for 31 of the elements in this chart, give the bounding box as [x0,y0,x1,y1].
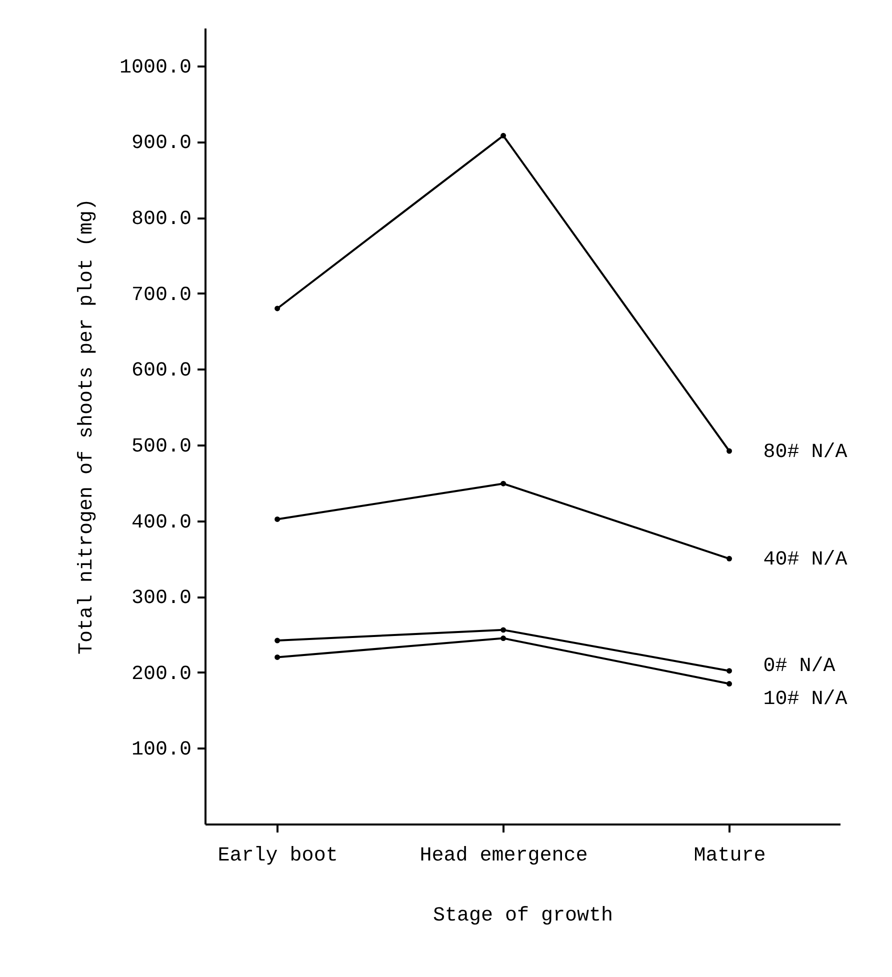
series-label: 80# N/A [763,441,848,464]
point [274,306,280,312]
series-label: 40# N/A [763,548,848,572]
point [274,638,280,644]
x-tick-label: Early boot [218,844,338,868]
y-tick-label: 800.0 [131,208,192,232]
point [500,627,506,633]
point [274,516,280,522]
point [500,636,506,641]
y-tick-label: 1000.0 [119,56,192,80]
y-tick-label: 400.0 [131,511,192,534]
y-tick-label: 100.0 [131,738,192,762]
point [274,654,280,660]
series-label: 0# N/A [763,654,836,678]
y-axis-title: Total nitrogen of shoots per plot (mg) [75,198,98,655]
point [726,681,732,686]
point [726,448,732,454]
x-tick-label: Head emergence [420,844,588,868]
y-tick-label: 900.0 [131,132,192,156]
point [726,556,732,562]
x-tick-label: Mature [694,844,766,868]
x-axis-title: Stage of growth [432,904,614,928]
y-tick-label: 600.0 [131,360,192,383]
point [500,480,506,486]
y-tick-label: 700.0 [131,284,192,307]
point [726,668,732,674]
y-tick-label: 300.0 [131,587,192,610]
point [500,132,506,138]
series-label: 10# N/A [763,688,848,711]
y-tick-label: 500.0 [131,435,192,458]
y-tick-label: 200.0 [131,662,192,686]
